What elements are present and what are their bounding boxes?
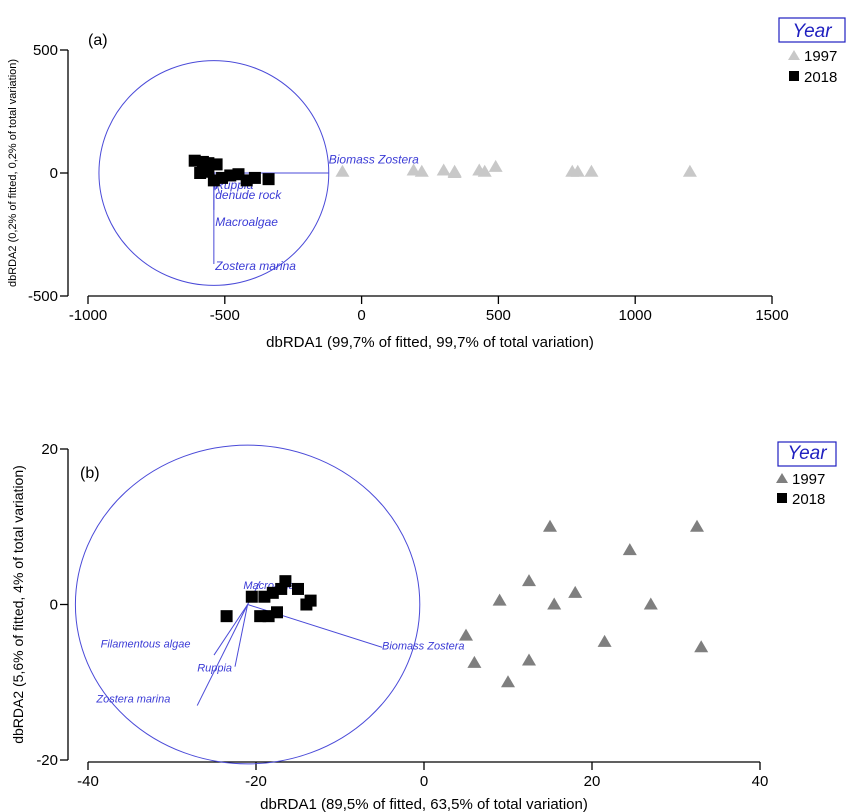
data-point-1997: [597, 634, 612, 647]
data-point-1997: [467, 655, 482, 668]
data-point-1997: [690, 519, 704, 532]
data-point-1997: [436, 163, 451, 176]
legend-label-1997: 1997: [804, 48, 837, 65]
data-point-1997: [568, 585, 583, 598]
vector-label: Zostera marina: [95, 693, 170, 705]
data-point-1997: [543, 519, 557, 532]
x-tick-label: 40: [752, 773, 769, 790]
data-point-1997: [584, 164, 599, 177]
data-point-2018: [258, 590, 271, 603]
vector-label: Zostera marina: [214, 259, 296, 273]
x-tick-label: 20: [584, 773, 601, 790]
data-point-1997: [477, 164, 492, 177]
data-point-1997: [501, 675, 515, 688]
data-point-1997: [682, 164, 697, 177]
vector-label: Biomass Zostera: [382, 641, 465, 653]
data-point-2018: [245, 590, 258, 603]
panel-label: (a): [88, 32, 108, 49]
panel-b: -40 -20 0 20 40 20 0 -20 dbRDA1 (89,5% of fitted…: [10, 441, 837, 812]
data-point-1997: [522, 653, 536, 666]
data-point-1997: [447, 166, 462, 178]
x-tick-label: 500: [486, 307, 511, 324]
vector-label: Macroalgae: [215, 215, 278, 229]
vector-label: denude rock: [215, 188, 282, 202]
panel-a: -1000 -500 0 500 1000 1500 500 0 -500 dbRDA1 (99,…: [7, 17, 846, 351]
vector-line: [234, 604, 249, 667]
panel-label: (b): [80, 465, 100, 482]
data-point-1997: [547, 597, 562, 610]
vector-label: Ruppia: [197, 662, 232, 674]
x-tick-label: -1000: [69, 307, 107, 324]
legend-label-1997: 1997: [792, 471, 825, 488]
y-tick-label: -500: [28, 288, 58, 305]
legend-title-box: [777, 441, 837, 467]
legend-label-2018: 2018: [792, 491, 825, 508]
legend-marker-1997: [776, 473, 788, 483]
x-axis-label: dbRDA1 (89,5% of fitted, 63,5% of total …: [260, 796, 588, 812]
data-point-2018: [262, 610, 275, 623]
data-point-1997: [488, 159, 503, 172]
x-tick-label: -500: [210, 307, 240, 324]
legend-title: Year: [792, 21, 832, 42]
y-tick-label: 500: [33, 42, 58, 59]
data-point-2018: [292, 582, 304, 595]
data-point-1997: [492, 593, 507, 606]
y-axis-label: dbRDA2 (5,6% of fitted, 4% of total vari…: [10, 465, 26, 744]
data-point-2018: [262, 173, 275, 186]
x-tick-label: -20: [245, 773, 267, 790]
data-point-2018: [220, 610, 233, 623]
x-tick-label: 1500: [755, 307, 788, 324]
x-tick-label: 0: [420, 773, 428, 790]
legend-marker-1997: [788, 50, 800, 60]
legend-marker-2018: [777, 493, 787, 503]
y-axis-label: dbRDA2 (0,2% of fitted, 0,2% of total va…: [7, 59, 19, 287]
data-point-1997: [522, 574, 536, 587]
correlation-circle: [74, 444, 421, 765]
legend-title-box: [778, 17, 846, 43]
legend-marker-2018: [789, 71, 799, 81]
y-tick-label: 0: [50, 165, 58, 182]
data-point-1997: [406, 163, 421, 176]
data-point-1997: [643, 597, 658, 610]
x-axis-label: dbRDA1 (99,7% of fitted, 99,7% of total …: [266, 334, 594, 351]
vector-label: Filamentous algae: [101, 638, 191, 650]
y-tick-label: -20: [36, 752, 58, 769]
data-point-1997: [459, 628, 473, 641]
data-point-2018: [248, 171, 261, 184]
x-tick-label: 0: [357, 307, 365, 324]
data-point-1997: [570, 164, 585, 177]
data-point-1997: [622, 543, 637, 556]
x-tick-label: -40: [77, 773, 99, 790]
legend-label-2018: 2018: [804, 69, 837, 86]
data-point-1997: [414, 164, 429, 177]
vector-line: [196, 604, 249, 706]
legend-title: Year: [787, 443, 827, 464]
x-tick-label: 1000: [619, 307, 652, 324]
vector-line: [213, 604, 249, 656]
data-point-1997: [694, 640, 709, 653]
data-point-1997: [335, 164, 350, 177]
y-tick-label: 0: [50, 597, 58, 614]
y-tick-label: 20: [41, 441, 58, 458]
data-point-2018: [300, 598, 313, 611]
vector-label: Biomass Zostera: [329, 153, 419, 167]
